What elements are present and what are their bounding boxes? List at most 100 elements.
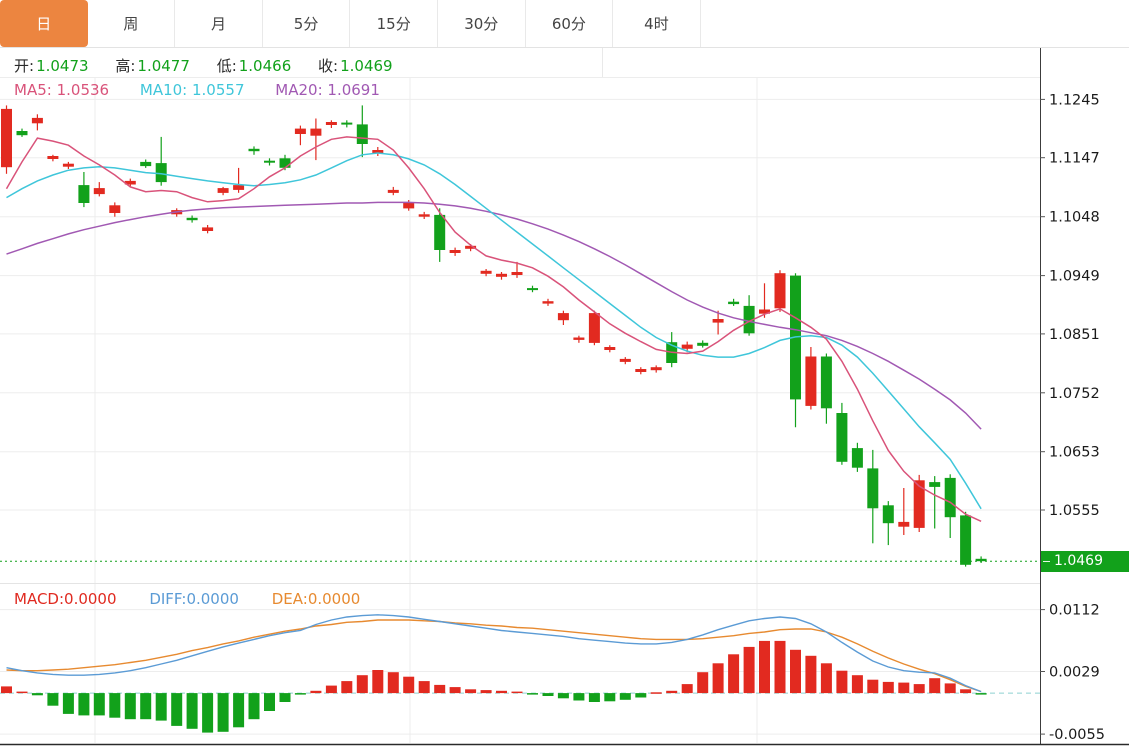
macd-bar xyxy=(728,654,740,694)
tab-bar-filler xyxy=(701,0,1129,47)
macd-axis-label: 0.0029 xyxy=(1049,665,1100,681)
open-value: 1.0473 xyxy=(36,57,89,75)
candle-body xyxy=(882,505,894,524)
candle-body xyxy=(248,148,260,152)
candle-body xyxy=(264,160,275,163)
macd-bar xyxy=(697,672,709,694)
macd-bar xyxy=(233,693,245,728)
ma10-value: 1.0557 xyxy=(192,81,245,99)
candle-body xyxy=(929,482,941,487)
macd-bar xyxy=(681,684,693,694)
macd-bar xyxy=(1,686,12,694)
candle-body xyxy=(774,273,786,309)
macd-bar xyxy=(62,693,74,714)
tab-day[interactable]: 日 xyxy=(0,0,88,47)
candle-body xyxy=(124,180,136,185)
price-axis-label: 1.1245 xyxy=(1049,92,1100,108)
macd-bar xyxy=(372,670,384,694)
candle-body xyxy=(233,185,245,190)
candle-body xyxy=(93,188,105,195)
macd-bar xyxy=(790,649,801,694)
tab-15min[interactable]: 15分 xyxy=(350,0,438,47)
period-tab-bar: 日周月 5分 15分 30分 60分 4时 xyxy=(0,0,1129,48)
macd-bar xyxy=(975,693,987,695)
macd-bar xyxy=(78,693,90,716)
tab-60min[interactable]: 60分 xyxy=(525,0,614,47)
macd-bar xyxy=(418,681,430,694)
macd-bar xyxy=(387,672,399,694)
candle-body xyxy=(851,448,863,468)
candle-body xyxy=(78,185,90,203)
candle-body xyxy=(403,202,415,209)
candle-body xyxy=(202,227,214,231)
low-label: 低: xyxy=(216,57,237,75)
macd-bar xyxy=(557,693,569,699)
macd-bar xyxy=(171,693,183,726)
price-axis-label: 1.1147 xyxy=(1049,151,1100,167)
candle-body xyxy=(604,347,616,350)
candle-body xyxy=(635,369,647,372)
macd-bar xyxy=(882,681,894,694)
tab-week[interactable]: 周 xyxy=(87,0,176,47)
macd-legend-row: MACD:0.0000 DIFF:0.0000 DEA:0.0000 xyxy=(14,590,388,608)
tab-5min[interactable]: 5分 xyxy=(262,0,351,47)
candles-layer xyxy=(1,105,987,567)
macd-bar xyxy=(635,693,647,698)
macd-bar xyxy=(403,676,415,694)
candle-body xyxy=(480,270,492,274)
macd-bar xyxy=(248,693,260,720)
macd-bar xyxy=(774,640,786,694)
candle-body xyxy=(759,309,770,314)
macd-bar xyxy=(109,693,121,718)
close-label: 收: xyxy=(318,57,339,75)
macd-bar xyxy=(542,693,554,696)
candle-body xyxy=(387,189,399,193)
tab-4hour[interactable]: 4时 xyxy=(613,0,701,47)
macd-bar xyxy=(202,693,214,733)
macd-bar xyxy=(186,693,198,729)
candle-body xyxy=(372,150,384,153)
macd-bar xyxy=(140,693,152,720)
macd-bar xyxy=(279,693,291,702)
candle-body xyxy=(341,122,353,125)
macd-bar xyxy=(31,693,43,696)
candle-body xyxy=(557,313,569,321)
ma5-label: MA5: xyxy=(14,81,52,99)
chart-frame xyxy=(0,48,1129,746)
candle-body xyxy=(155,163,167,183)
macd-bar xyxy=(294,693,306,695)
macd-bar xyxy=(16,691,28,694)
macd-bar xyxy=(480,690,492,694)
macd-axis-label: 0.0112 xyxy=(1049,603,1100,619)
diff-label: DIFF: xyxy=(149,590,187,608)
ma10-label: MA10: xyxy=(139,81,188,99)
price-axis-label: 1.0752 xyxy=(1049,386,1100,402)
ma5-line xyxy=(5,136,982,522)
candle-body xyxy=(16,131,28,136)
macd-bar xyxy=(666,690,678,694)
high-label: 高: xyxy=(115,57,136,75)
candle-body xyxy=(310,128,322,136)
dea-legend: DEA:0.0000 xyxy=(272,590,361,608)
macd-bar xyxy=(650,692,662,694)
price-axis-label: 1.0949 xyxy=(1049,269,1100,285)
macd-bar xyxy=(93,693,105,716)
candle-body xyxy=(527,288,538,291)
macd-bar xyxy=(851,675,863,694)
candle-body xyxy=(805,356,817,406)
ma20-label: MA20: xyxy=(275,81,323,99)
ma5-value: 1.0536 xyxy=(56,81,110,99)
candle-body xyxy=(913,480,925,528)
macd-bar xyxy=(325,685,337,694)
tab-30min[interactable]: 30分 xyxy=(437,0,526,47)
macd-bar xyxy=(759,640,770,694)
close-value: 1.0469 xyxy=(340,57,393,75)
ma20-value: 1.0691 xyxy=(327,81,380,99)
candle-body xyxy=(31,117,43,124)
candle-body xyxy=(588,313,600,343)
candle-body xyxy=(836,413,848,462)
tab-month[interactable]: 月 xyxy=(175,0,263,47)
macd-bar xyxy=(913,684,925,694)
candle-body xyxy=(542,301,554,304)
